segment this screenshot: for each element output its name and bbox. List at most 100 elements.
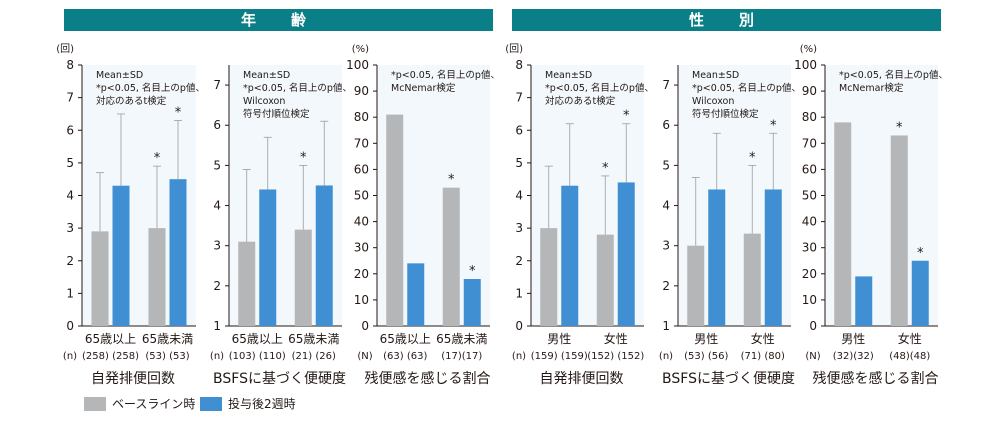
significance-marker: * [300, 150, 307, 165]
n-label: (17)(17) [441, 351, 482, 362]
n-label: (53) (53) [145, 351, 189, 362]
y-tick-label: 60 [354, 162, 369, 176]
y-tick-label: 5 [515, 156, 523, 170]
y-tick-label: 2 [66, 254, 74, 268]
y-tick-label: 40 [802, 215, 817, 229]
note-text: *p<0.05, 名目上のp値、 [243, 82, 352, 94]
bar [855, 276, 873, 326]
bar [540, 228, 558, 326]
category-label: 65歳以上 [232, 332, 283, 346]
y-tick-label: 70 [354, 136, 369, 150]
bar [764, 189, 782, 326]
category-label: 女性 [604, 331, 628, 346]
y-tick-label: 6 [662, 118, 670, 132]
legend-baseline: ベースライン時 [84, 395, 195, 412]
y-tick-label: 6 [515, 123, 523, 137]
category-label: 男性 [841, 332, 865, 346]
y-tick-label: 4 [66, 189, 74, 203]
bar [169, 179, 187, 326]
y-tick-label: 1 [515, 286, 523, 300]
category-label: 65歳以上 [380, 332, 431, 346]
legend-baseline-label: ベースライン時 [112, 397, 196, 411]
note-text: *p<0.05, 名目上のp値、 [545, 82, 654, 94]
significance-marker: * [896, 120, 903, 135]
bar [148, 228, 166, 326]
note-text: Mean±SD [243, 70, 290, 81]
y-tick-label: 0 [361, 319, 369, 333]
n-label: (258) (258) [82, 351, 139, 362]
y-tick-label: 5 [66, 156, 74, 170]
bar [294, 229, 312, 326]
n-prefix-label: (n) [63, 351, 77, 362]
y-tick-label: 7 [213, 78, 221, 92]
bar [386, 114, 404, 326]
y-tick-label: 4 [515, 189, 523, 203]
bar [315, 185, 333, 326]
y-tick-label: 8 [515, 58, 523, 72]
y-tick-label: 40 [354, 215, 369, 229]
n-label: (152) (152) [587, 351, 644, 362]
category-label: 65歳以上 [85, 332, 136, 346]
section-header-age: 年 齢 [64, 9, 493, 31]
bar [890, 135, 908, 326]
bar [708, 189, 726, 326]
significance-marker: * [448, 173, 455, 188]
note-text: *p<0.05, 名目上のp値、 [391, 69, 500, 81]
note-text: *p<0.05, 名目上のp値、 [692, 82, 801, 94]
y-tick-label: 4 [662, 199, 670, 213]
bar [687, 245, 705, 326]
bar [112, 185, 130, 326]
chart-title: 残便感を感じる割合 [813, 370, 939, 387]
note-text: 対応のあるt検定 [96, 95, 167, 107]
y-tick-label: 5 [213, 158, 221, 172]
bar [834, 122, 852, 326]
n-prefix-label: (N) [357, 351, 372, 362]
category-label: 65歳未満 [436, 332, 487, 346]
y-tick-label: 2 [213, 279, 221, 293]
y-tick-label: 50 [802, 189, 817, 203]
n-prefix-label: (n) [659, 351, 673, 362]
bar [561, 185, 579, 326]
y-tick-label: 60 [802, 162, 817, 176]
y-tick-label: 6 [213, 118, 221, 132]
note-text: *p<0.05, 名目上のp値、 [96, 82, 205, 94]
bar [617, 182, 635, 326]
y-tick-label: 5 [662, 158, 670, 172]
y-tick-label: 100 [346, 58, 369, 72]
y-tick-label: 3 [213, 239, 221, 253]
chart-title: 自発排便回数 [91, 371, 175, 387]
y-tick-label: 100 [794, 58, 817, 72]
y-tick-label: 50 [354, 189, 369, 203]
chart-title: BSFSに基づく便硬度 [213, 370, 346, 387]
note-text: McNemar検定 [391, 82, 456, 94]
y-tick-label: 80 [354, 110, 369, 124]
y-tick-label: 3 [66, 221, 74, 235]
y-tick-label: 90 [354, 84, 369, 98]
note-text: 対応のあるt検定 [545, 95, 616, 107]
y-tick-label: 7 [662, 78, 670, 92]
n-label: (63) (63) [383, 351, 427, 362]
y-tick-label: 1 [662, 319, 670, 333]
note-text: Mean±SD [96, 70, 143, 81]
note-text: 符号付順位検定 [692, 108, 759, 120]
legend-baseline-swatch [84, 396, 106, 411]
significance-marker: * [602, 161, 609, 176]
y-tick-label: 90 [802, 84, 817, 98]
y-tick-label: 70 [802, 136, 817, 150]
bar [407, 263, 425, 326]
y-tick-label: 2 [662, 279, 670, 293]
category-label: 男性 [547, 332, 571, 346]
bar [259, 189, 277, 326]
n-label: (32)(32) [833, 351, 874, 362]
y-tick-label: 30 [354, 241, 369, 255]
category-label: 65歳未満 [142, 332, 193, 346]
y-tick-label: 0 [809, 319, 817, 333]
n-label: (159) (159) [531, 351, 588, 362]
y-tick-label: 3 [662, 239, 670, 253]
legend-week2-label: 投与後2週時 [228, 397, 296, 411]
n-prefix-label: (n) [512, 351, 526, 362]
note-text: Wilcoxon [243, 96, 285, 107]
significance-marker: * [154, 151, 161, 166]
significance-marker: * [175, 105, 182, 120]
section-header-sex: 性 別 [512, 9, 941, 31]
